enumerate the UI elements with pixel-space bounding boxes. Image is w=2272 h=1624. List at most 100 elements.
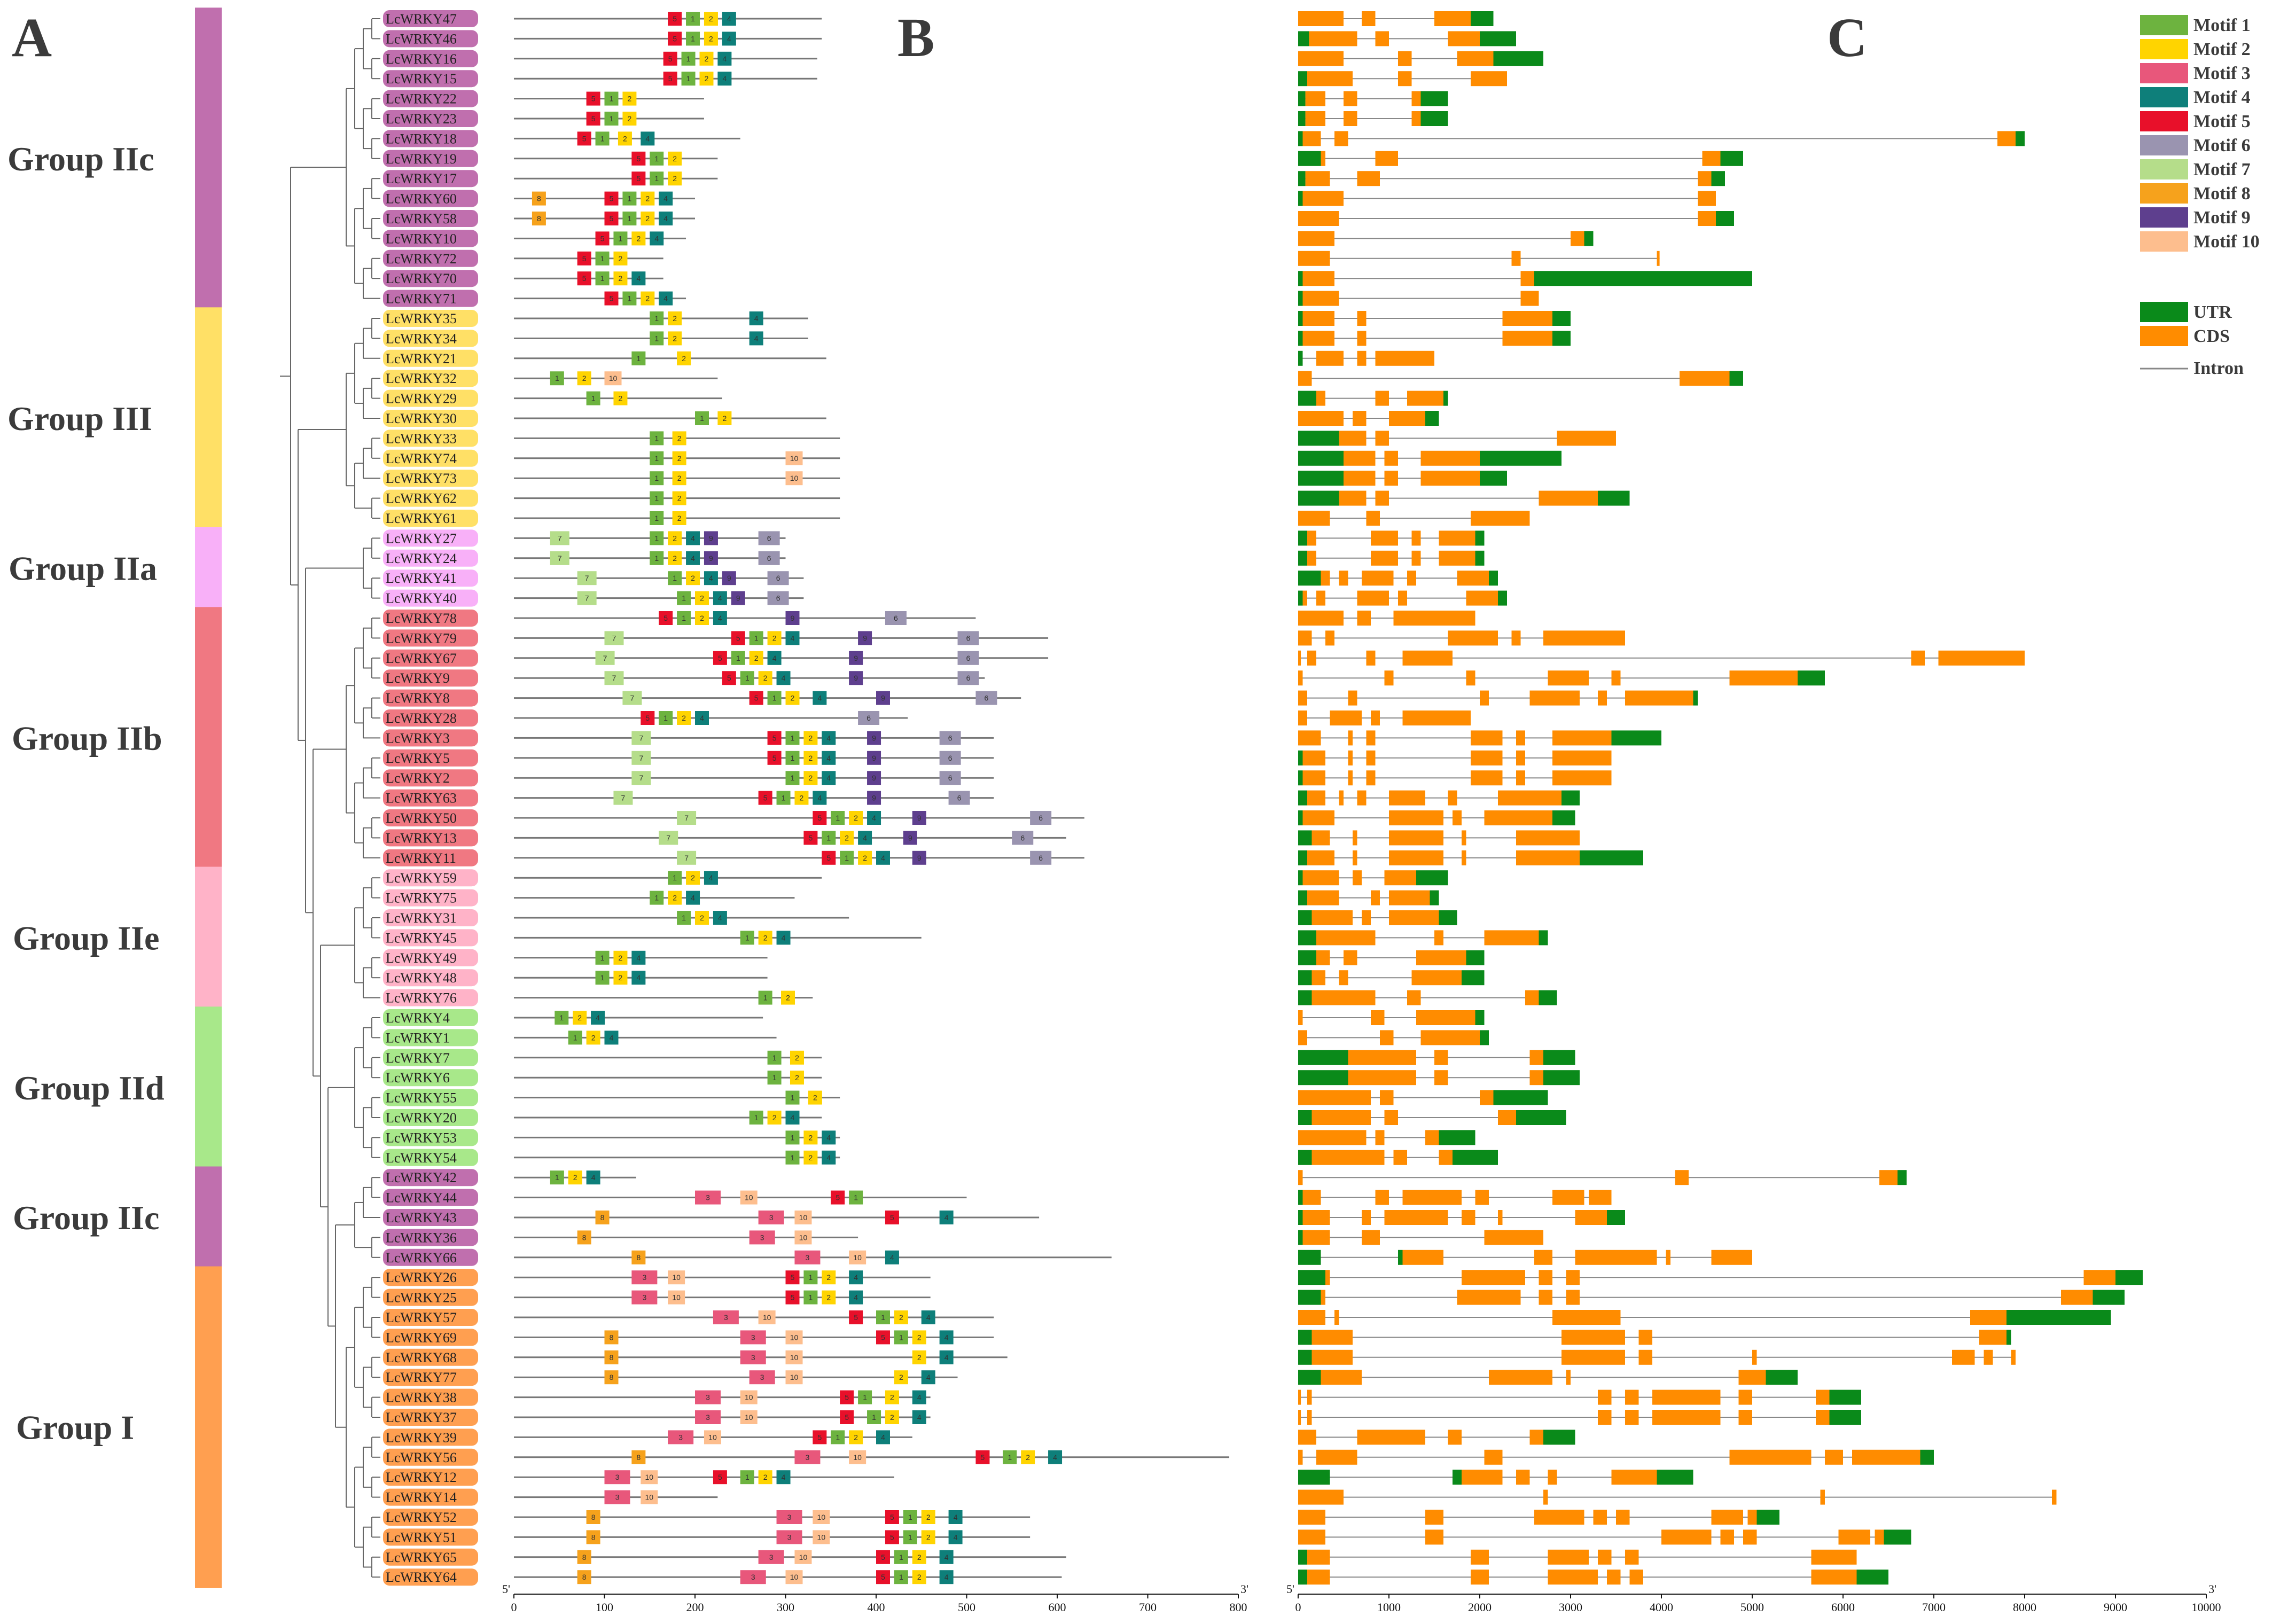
gene-name: LcWRKY68: [386, 1350, 457, 1365]
motif-number: 4: [944, 1553, 949, 1561]
legend-label: Motif 3: [2193, 64, 2251, 83]
motif-8: [577, 1230, 591, 1245]
motif-3: [695, 1190, 721, 1205]
motif-number: 1: [600, 134, 605, 143]
motif-6: [975, 691, 997, 705]
cds-block: [1302, 1190, 1321, 1205]
utr-block: [1298, 550, 1307, 566]
panel-label-c: C: [1827, 7, 1867, 68]
utr-block: [1298, 311, 1303, 326]
cds-block: [1371, 550, 1398, 566]
motif-number: 5: [663, 614, 668, 622]
motif-2: [912, 1550, 926, 1564]
motif-number: 3: [751, 1573, 755, 1581]
gene-name: LcWRKY18: [386, 131, 457, 146]
motif-number: 2: [795, 1053, 799, 1062]
motif-2: [699, 51, 714, 66]
motif-4: [722, 12, 736, 26]
motif-9: [785, 611, 800, 625]
motif-9: [903, 831, 917, 845]
cds-block: [1625, 690, 1693, 706]
cds-block: [1375, 151, 1398, 166]
structure-tick-label: 10000: [2192, 1600, 2221, 1614]
motif-number: 1: [881, 1313, 885, 1322]
motif-2: [758, 931, 772, 945]
motif-2: [613, 971, 628, 985]
legend-swatch: [2140, 15, 2188, 35]
motif-10: [785, 1350, 803, 1364]
gene-name: LcWRKY25: [386, 1290, 457, 1306]
cds-block: [1411, 970, 1462, 986]
motif-5: [785, 1270, 800, 1285]
motif-number: 1: [908, 1513, 912, 1521]
motif-2: [704, 32, 718, 46]
cds-block: [1439, 550, 1475, 566]
utr-block: [1584, 231, 1594, 246]
cds-block: [1298, 710, 1307, 725]
motif-number: 9: [736, 594, 740, 603]
legend-label-cds: CDS: [2193, 326, 2230, 346]
motif-2: [790, 1050, 804, 1065]
motif-number: 10: [817, 1533, 826, 1541]
motif-10: [641, 1470, 658, 1485]
gene-name: LcWRKY50: [386, 810, 457, 826]
motif-number: 2: [890, 1413, 894, 1422]
motif-4: [813, 691, 827, 705]
motif-number: 4: [636, 954, 641, 962]
motif-number: 5: [772, 754, 777, 762]
motif-number: 3: [787, 1533, 792, 1541]
gene-label-bg: [383, 1409, 478, 1426]
motif-number: 2: [700, 594, 704, 603]
motif-2: [613, 391, 628, 405]
motif-number: 1: [682, 594, 686, 603]
motif-number: 5: [591, 95, 596, 103]
gene-label-bg: [383, 1528, 478, 1546]
utr-block: [1298, 810, 1303, 825]
cds-block: [1307, 71, 1353, 87]
motif-2: [849, 811, 863, 825]
motif-5: [758, 791, 772, 805]
cds-block: [1398, 71, 1412, 87]
motif-number: 1: [863, 1393, 867, 1402]
cds-block: [1348, 690, 1357, 706]
cds-block: [1589, 1190, 1612, 1205]
cds-block: [1875, 1529, 1884, 1545]
motif-3: [758, 1211, 784, 1224]
motif-number: 5: [610, 214, 614, 223]
motif-1: [568, 1030, 582, 1045]
gene-name: LcWRKY4: [386, 1010, 450, 1026]
motif-number: 4: [817, 794, 822, 802]
gene-label-bg: [383, 1109, 478, 1126]
gene-label-bg: [383, 749, 478, 767]
motif-2: [686, 871, 700, 885]
utr-block: [1298, 930, 1316, 946]
motif-1: [595, 251, 610, 266]
gene-label-bg: [383, 1388, 478, 1406]
motif-number: 2: [623, 134, 627, 143]
motif-number: 2: [691, 574, 695, 582]
cds-block: [1375, 31, 1389, 46]
cds-block: [1316, 350, 1344, 366]
cds-block: [1311, 990, 1376, 1005]
motif-4: [659, 212, 673, 225]
motif-number: 2: [619, 254, 623, 263]
motif-number: 1: [763, 994, 768, 1002]
motif-number: 8: [591, 1513, 596, 1521]
cds-block: [1384, 471, 1398, 486]
cds-block: [1371, 710, 1380, 725]
motif-1: [767, 1050, 782, 1065]
motif-9: [867, 791, 881, 805]
utr-block: [2006, 1310, 2111, 1325]
motif-1: [867, 1410, 881, 1424]
motif-number: 2: [826, 1293, 831, 1302]
motif-number: 5: [582, 254, 587, 263]
gene-label-bg: [383, 1169, 478, 1186]
motif-number: 5: [718, 654, 722, 662]
motif-2: [1021, 1450, 1035, 1464]
cds-block: [2083, 1270, 2115, 1285]
motif-number: 5: [845, 1393, 849, 1402]
motif-number: 5: [718, 1473, 722, 1481]
motif-number: 1: [555, 374, 559, 382]
motif-number: 2: [677, 494, 682, 503]
motif-number: 5: [826, 854, 831, 862]
